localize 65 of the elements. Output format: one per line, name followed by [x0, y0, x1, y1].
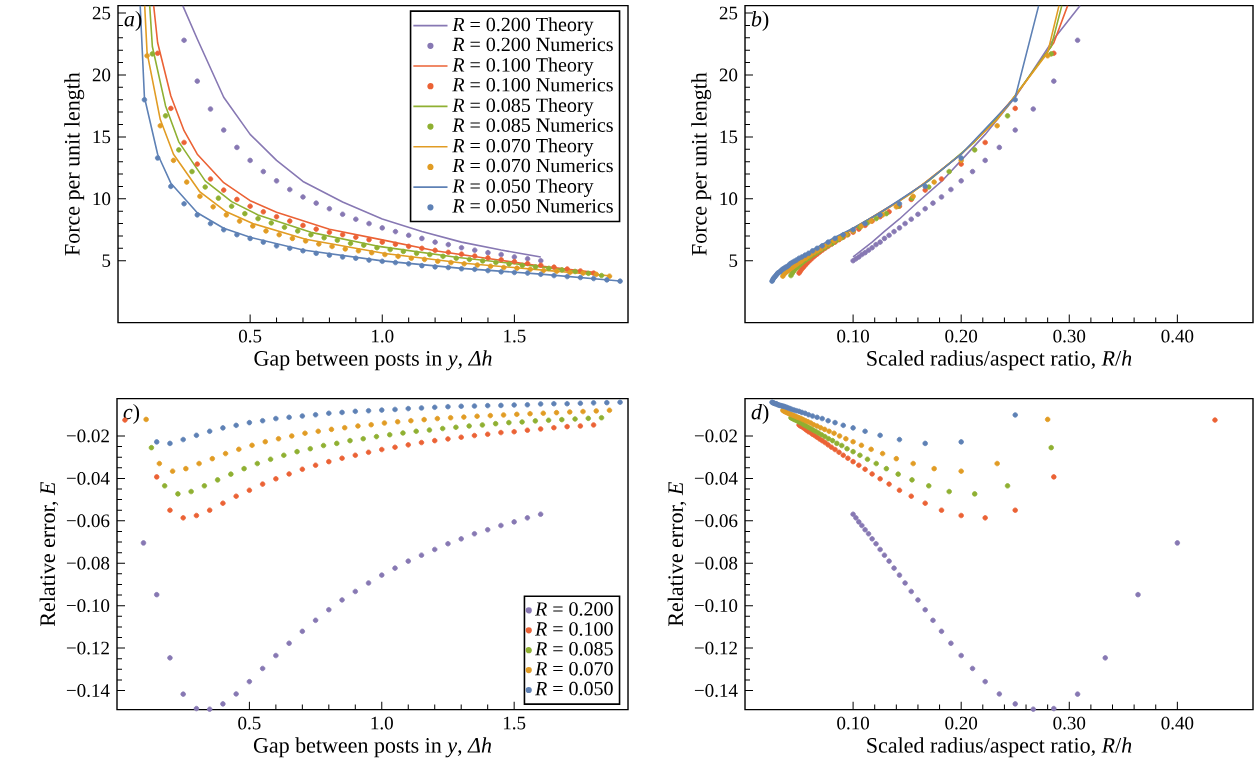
annotation: a)	[124, 11, 142, 32]
y-tick-label: −0.02	[66, 429, 109, 443]
legend-label: R = 0.050 Numerics	[452, 199, 613, 213]
y-axis-title: Force per unit length	[64, 72, 85, 256]
x-tick-label: 0.30	[1053, 329, 1086, 343]
y-tick-label: −0.04	[694, 472, 738, 486]
y-axis-title: Force per unit length	[691, 72, 712, 256]
x-tick-label: 0.5	[238, 329, 262, 343]
x-tick-label: 0.30	[1053, 716, 1086, 730]
y-tick-label: −0.10	[694, 599, 738, 613]
legend-label: R = 0.050 Theory	[452, 178, 594, 198]
x-tick-label: 0.40	[1161, 716, 1194, 730]
x-tick-label: 0.5	[238, 716, 261, 730]
x-tick-label: 1.5	[503, 716, 526, 730]
legend-label: R = 0.200	[534, 602, 613, 617]
y-tick-label: 15	[720, 130, 738, 144]
legend-label: R = 0.100 Theory	[452, 57, 594, 76]
y-tick-label: −0.14	[66, 684, 110, 698]
legend-label: R = 0.050	[534, 682, 613, 696]
x-axis-title: Gap between posts in y, Δh	[254, 350, 492, 371]
y-tick-label: 15	[93, 130, 111, 144]
legend-label: R = 0.100	[534, 622, 613, 636]
y-tick-label: 20	[92, 68, 111, 82]
x-tick-label: 0.20	[945, 716, 978, 730]
x-tick-label: 0.10	[837, 329, 869, 343]
x-tick-label: 0.20	[945, 329, 978, 343]
legend-label: R = 0.070 Numerics	[452, 158, 613, 173]
legend-label: R = 0.085 Theory	[452, 98, 594, 117]
y-tick-label: −0.04	[66, 472, 110, 486]
x-tick-label: 1.5	[504, 329, 526, 343]
y-tick-label: −0.12	[66, 641, 109, 655]
legend-label: R = 0.200 Numerics	[452, 37, 613, 52]
y-tick-label: 20	[719, 68, 738, 82]
y-axis-title: Relative error, E	[667, 482, 687, 627]
x-tick-label: 1.0	[371, 716, 393, 730]
y-tick-label: −0.08	[694, 556, 738, 570]
x-axis-title: Scaled radius/aspect ratio, R/h	[867, 350, 1132, 371]
y-tick-label: −0.02	[694, 429, 737, 443]
legend-label: R = 0.070 Theory	[452, 138, 594, 157]
annotation: c)	[123, 404, 140, 425]
y-tick-label: 5	[729, 254, 738, 268]
y-tick-label: 25	[92, 6, 111, 20]
annotation: d)	[751, 404, 769, 425]
y-tick-label: −0.14	[694, 684, 738, 698]
x-tick-label: 1.0	[372, 329, 394, 343]
legend-label: R = 0.085	[534, 642, 613, 656]
y-tick-label: −0.12	[694, 641, 737, 655]
y-tick-label: 10	[720, 192, 738, 206]
x-tick-label: 0.10	[837, 716, 869, 730]
x-axis-title: Gap between posts in y, Δh	[253, 737, 492, 758]
x-axis-title: Scaled radius/aspect ratio, R/h	[867, 737, 1132, 758]
y-tick-label: 10	[93, 192, 111, 206]
y-tick-label: 5	[102, 254, 111, 268]
y-tick-label: −0.10	[66, 599, 110, 613]
y-axis-title: Relative error, E	[39, 482, 59, 627]
legend-label: R = 0.200 Theory	[452, 17, 594, 36]
legend-label: R = 0.070	[534, 662, 613, 676]
annotation: b)	[751, 11, 769, 32]
x-tick-label: 0.40	[1161, 329, 1194, 343]
legend-label: R = 0.085 Numerics	[452, 118, 613, 133]
y-tick-label: −0.06	[694, 514, 738, 528]
legend-label: R = 0.100 Numerics	[452, 78, 613, 92]
y-tick-label: −0.08	[66, 556, 110, 570]
y-tick-label: −0.06	[66, 514, 110, 528]
y-tick-label: 25	[719, 6, 738, 20]
